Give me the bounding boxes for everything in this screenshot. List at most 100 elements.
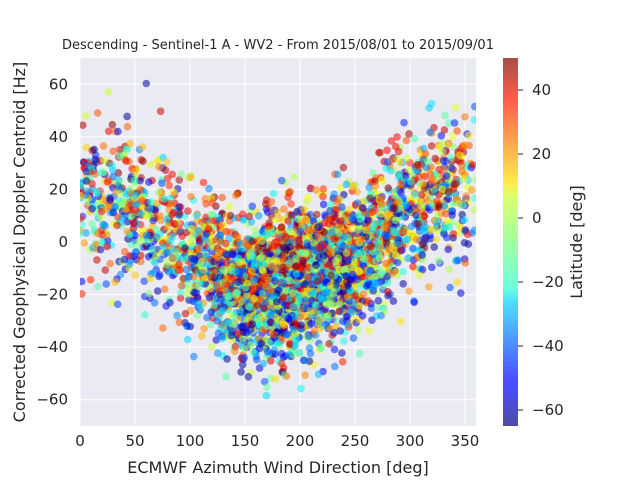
scatter-point <box>410 134 419 143</box>
scatter-point <box>291 340 300 349</box>
scatter-point <box>262 391 271 400</box>
scatter-point <box>465 131 473 140</box>
scatter-point <box>355 349 364 358</box>
y-tick-label: 0 <box>58 233 68 251</box>
scatter-point <box>444 245 453 254</box>
scatter-point <box>97 213 105 222</box>
scatter-point <box>438 185 447 194</box>
scatter-point <box>109 147 117 155</box>
scatter-point <box>369 283 378 291</box>
scatter-point <box>245 212 254 221</box>
scatter-point <box>425 104 433 112</box>
scatter-point <box>122 205 130 213</box>
scatter-point <box>280 205 288 213</box>
scatter-point <box>393 258 402 267</box>
scatter-point <box>152 233 161 241</box>
scatter-point <box>302 217 310 226</box>
scatter-point <box>435 190 443 199</box>
scatter-point <box>285 351 293 359</box>
scatter-point <box>208 343 216 351</box>
scatter-point <box>141 310 149 319</box>
scatter-point <box>207 273 216 281</box>
scatter-point <box>248 253 257 261</box>
scatter-point <box>384 184 393 192</box>
scatter-point <box>100 156 109 165</box>
scatter-point <box>155 188 163 196</box>
scatter-point <box>314 223 322 232</box>
scatter-point <box>348 214 356 222</box>
scatter-point <box>127 212 135 221</box>
scatter-point <box>365 183 374 192</box>
scatter-point <box>120 247 129 256</box>
scatter-point <box>274 286 283 295</box>
scatter-point <box>312 185 320 194</box>
scatter-point <box>335 307 344 316</box>
scatter-point <box>250 348 259 357</box>
scatter-point <box>82 177 91 185</box>
x-axis-ticks: 0 50 100 150 200 250 300 350 <box>75 432 479 450</box>
scatter-point <box>173 311 181 320</box>
scatter-point <box>338 358 347 366</box>
scatter-point <box>305 225 313 234</box>
scatter-point <box>402 136 411 145</box>
scatter-point <box>216 238 224 246</box>
scatter-point <box>218 307 227 315</box>
scatter-point <box>267 262 276 271</box>
scatter-point <box>131 167 140 175</box>
scatter-point <box>263 231 271 239</box>
scatter-point <box>252 231 260 240</box>
scatter-point <box>103 178 112 186</box>
y-tick-label: 20 <box>49 180 68 198</box>
scatter-point <box>413 160 422 169</box>
scatter-point <box>311 301 319 309</box>
scatter-point <box>80 229 84 238</box>
scatter-point <box>314 232 322 240</box>
colorbar <box>503 58 518 426</box>
scatter-point <box>375 278 383 287</box>
scatter-point <box>464 240 473 248</box>
scatter-point <box>92 189 101 197</box>
colorbar-tick-label: 0 <box>532 209 542 227</box>
scatter-point <box>427 142 436 150</box>
scatter-point <box>260 304 268 313</box>
scatter-point <box>463 230 472 239</box>
scatter-point <box>80 277 86 286</box>
scatter-point <box>403 235 412 244</box>
scatter-point <box>391 192 399 200</box>
scatter-point <box>174 266 183 274</box>
scatter-point <box>94 282 102 291</box>
scatter-point <box>431 154 440 163</box>
scatter-point <box>177 170 185 178</box>
scatter-point <box>88 205 96 213</box>
scatter-point <box>458 201 467 209</box>
colorbar-ticks: −60 −40 −20 0 20 40 <box>518 81 564 419</box>
scatter-point <box>80 121 87 129</box>
scatter-point <box>359 290 368 298</box>
scatter-point <box>377 176 386 184</box>
x-tick-label: 150 <box>231 432 260 450</box>
scatter-point <box>137 257 145 266</box>
scatter-point <box>271 216 279 225</box>
scatter-point <box>411 191 419 199</box>
scatter-point <box>218 221 226 229</box>
x-tick-label: 0 <box>75 432 85 450</box>
scatter-point <box>247 341 255 349</box>
scatter-point <box>263 347 272 356</box>
scatter-point <box>168 170 176 179</box>
scatter-point <box>287 211 296 219</box>
scatter-point <box>405 287 413 296</box>
scatter-point <box>280 243 288 252</box>
scatter-point <box>145 178 153 186</box>
scatter-point <box>468 161 476 169</box>
scatter-point <box>445 223 454 231</box>
scatter-point <box>184 335 192 344</box>
scatter-point <box>234 278 242 287</box>
scatter-point <box>126 139 134 148</box>
scatter-point <box>279 279 287 287</box>
scatter-point <box>449 185 458 193</box>
scatter-point <box>169 188 178 196</box>
scatter-point <box>417 190 426 199</box>
scatter-point <box>102 205 110 213</box>
scatter-point <box>216 290 224 299</box>
